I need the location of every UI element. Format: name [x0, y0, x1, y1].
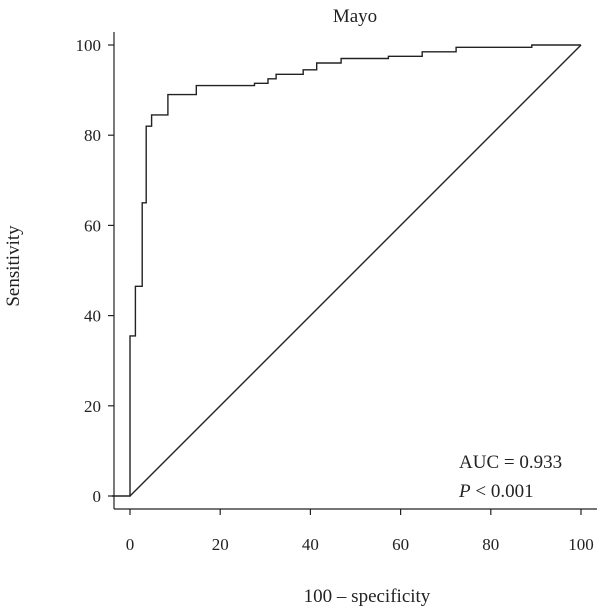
y-tick-label: 60: [84, 216, 101, 235]
y-axis-title: Sensitivity: [3, 225, 24, 307]
y-tick-label: 20: [84, 397, 101, 416]
roc-curve-line: [112, 44, 581, 497]
reference-diagonal-line: [129, 44, 582, 497]
p-value-annotation: P < 0.001: [458, 481, 534, 502]
y-tick-label: 80: [84, 126, 101, 145]
x-tick-label: 80: [482, 535, 499, 554]
p-value-text: < 0.001: [471, 481, 534, 502]
y-tick-label: 100: [76, 36, 102, 55]
x-ticks: 0 20 40 60 80 100: [126, 509, 594, 554]
y-ticks: 0 20 40 60 80 100: [76, 36, 114, 506]
y-tick-label: 40: [84, 307, 101, 326]
x-axis-title: 100 – specificity: [304, 586, 431, 607]
p-symbol: P: [458, 481, 471, 502]
plot-axes: [113, 32, 597, 510]
x-tick-label: 20: [212, 535, 229, 554]
x-tick-label: 60: [392, 535, 409, 554]
x-tick-label: 0: [126, 535, 135, 554]
x-tick-label: 40: [302, 535, 319, 554]
chart-title: Mayo: [333, 6, 377, 27]
x-tick-label: 100: [568, 535, 594, 554]
y-tick-label: 0: [93, 487, 102, 506]
auc-annotation: AUC = 0.933: [459, 452, 562, 473]
